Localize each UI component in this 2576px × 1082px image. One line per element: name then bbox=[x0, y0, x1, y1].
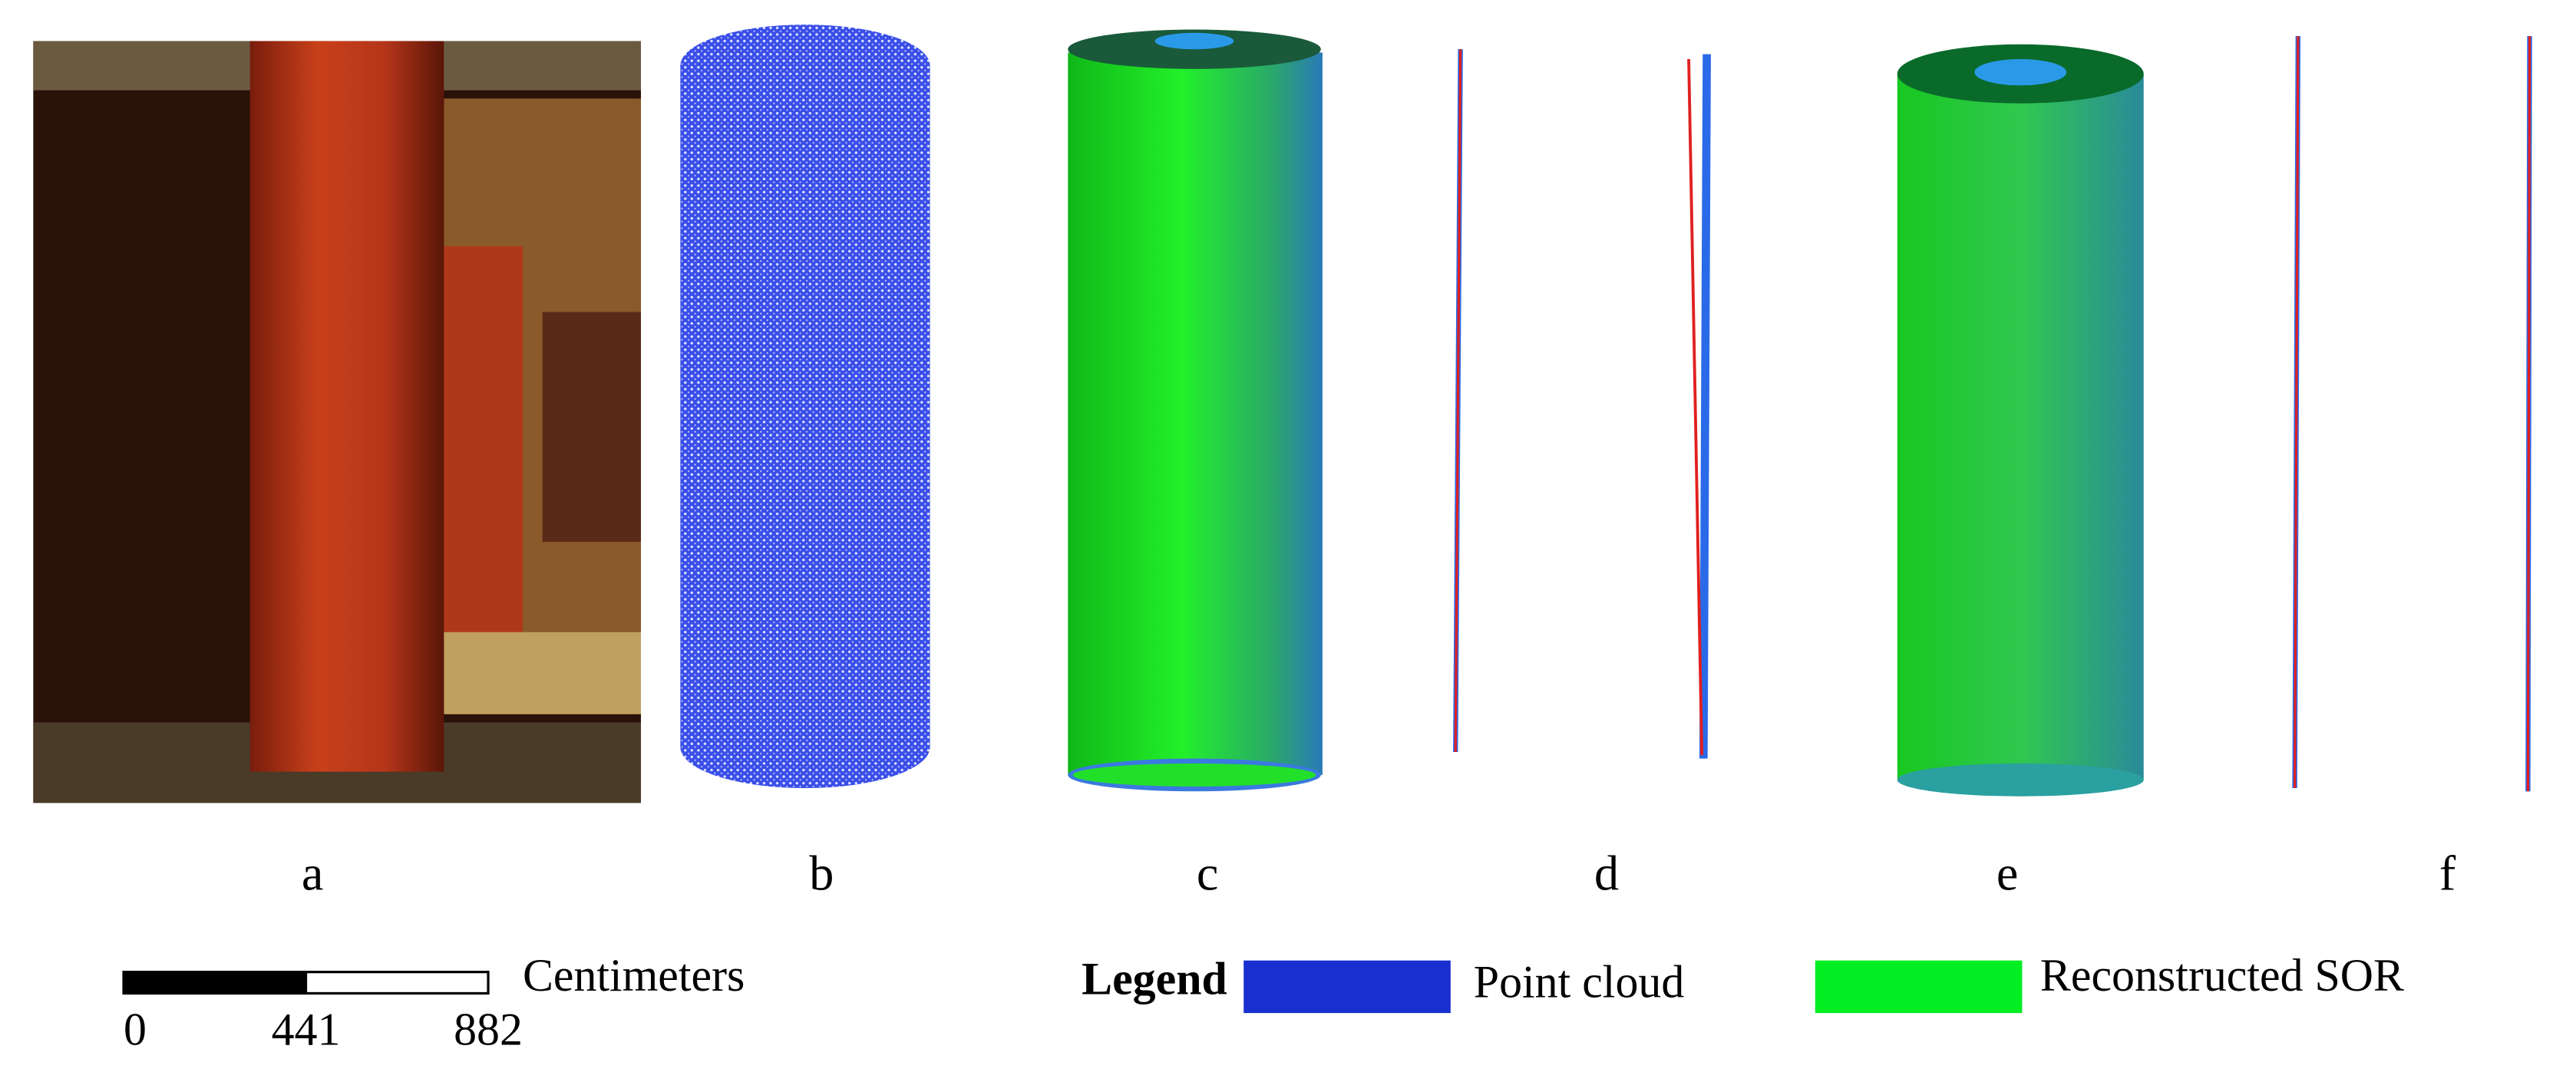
panel-label: f bbox=[2439, 846, 2456, 900]
scale-segment bbox=[122, 971, 308, 995]
scale-tick-label: 882 bbox=[454, 1004, 523, 1055]
legend-swatch bbox=[1815, 960, 2023, 1014]
profile-lines bbox=[2292, 36, 2532, 792]
sor-cylinder bbox=[1068, 29, 1323, 792]
panel-label: d bbox=[1594, 846, 1619, 900]
profile-lines bbox=[1453, 49, 1711, 759]
sor-cylinder bbox=[1897, 44, 2144, 797]
panel-label: a bbox=[302, 846, 323, 900]
photo bbox=[33, 41, 641, 803]
scale-segment bbox=[304, 971, 490, 995]
panel-label: c bbox=[1197, 846, 1218, 900]
legend-label: Point cloud bbox=[1474, 957, 1685, 1008]
legend-swatch bbox=[1243, 960, 1451, 1014]
scale-unit: Centimeters bbox=[523, 950, 745, 1001]
panel-label: e bbox=[1996, 846, 2018, 900]
scale-tick-label: 441 bbox=[272, 1004, 341, 1055]
panel-label: b bbox=[809, 846, 834, 900]
scale-tick-label: 0 bbox=[124, 1004, 147, 1055]
legend-title: Legend bbox=[1082, 953, 1227, 1004]
point-cloud-cylinder bbox=[680, 25, 930, 789]
legend-label: Reconstructed SOR bbox=[2040, 950, 2404, 1001]
